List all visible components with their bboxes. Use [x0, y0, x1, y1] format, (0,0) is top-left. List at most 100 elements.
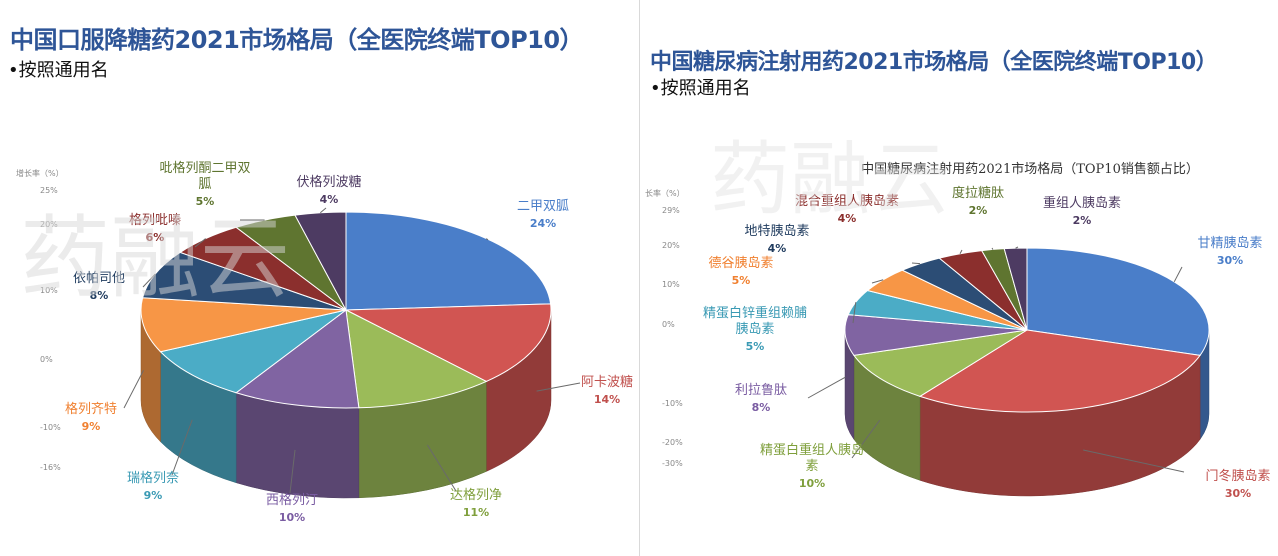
- slice-name-label: 德谷胰岛素: [708, 255, 773, 271]
- leader-line-1: [486, 238, 489, 241]
- ghost-axis-tick: 29%: [662, 206, 680, 215]
- slice-name-label: 门冬胰岛素: [1205, 468, 1270, 484]
- leader-line-7: [142, 273, 156, 288]
- pie-slice-5: [159, 309, 347, 394]
- leader-line-5: [171, 419, 193, 476]
- slice-percent-label: 4%: [768, 242, 787, 255]
- slice-name-label: 地特胰岛素: [744, 223, 809, 239]
- ghost-axis-tick: 0%: [40, 355, 53, 364]
- slice-percent-label: 30%: [1225, 487, 1251, 500]
- left-panel-title: 中国口服降糖药2021市场格局（全医院终端TOP10）: [10, 26, 584, 54]
- pie-slices: [140, 211, 552, 409]
- slice-name-label: 混合重组人胰岛素: [795, 193, 899, 209]
- slice-percent-label: 8%: [90, 289, 109, 302]
- leader-line-5: [852, 302, 857, 324]
- ghost-axis-tick: -30%: [662, 459, 683, 468]
- leader-line-3: [851, 419, 881, 459]
- slice-percent-label: 5%: [732, 274, 751, 287]
- slice-percent-label: 24%: [530, 217, 556, 230]
- pie-slice-10: [1003, 247, 1028, 331]
- slice-percent-label: 10%: [799, 477, 825, 490]
- ghost-axis-tick: 增长率（%）: [16, 168, 64, 178]
- ghost-axis-tick: 10%: [40, 286, 58, 295]
- ghost-axis-tick: 25%: [40, 186, 58, 195]
- slice-name-label: 格列齐特: [65, 401, 117, 417]
- slice-percent-label: 30%: [1217, 254, 1243, 267]
- right-panel-title: 中国糖尿病注射用药2021市场格局（全医院终端TOP10）: [650, 50, 1218, 75]
- pie-slice-1: [1026, 247, 1210, 356]
- leader-line-2: [536, 382, 581, 392]
- leader-line-6: [871, 279, 884, 284]
- slice-percent-label: 14%: [594, 393, 620, 406]
- ghost-axis-tick: 20%: [662, 241, 680, 250]
- pie-side-4: [235, 392, 360, 499]
- slice-name-label: 依帕司他: [73, 271, 125, 286]
- slice-name-label: 瑞格列奈: [127, 470, 179, 486]
- pie-slice-3: [345, 309, 488, 409]
- slice-name-label: 达格列净: [450, 487, 502, 503]
- leader-line-1: [1173, 266, 1183, 283]
- pie-labels: 二甲双胍 24% 阿卡波糖 14% 达格列净 11% 西格列汀 10% 瑞格列奈 9% 格列齐特 9%…: [65, 160, 633, 524]
- leader-line-6: [123, 370, 144, 409]
- slice-percent-label: 11%: [463, 506, 489, 519]
- pie-slice-3: [853, 329, 1028, 397]
- slice-name-label: 格列吡嗪: [129, 212, 181, 228]
- slice-percent-label: 5%: [196, 195, 215, 208]
- leader-line-4: [807, 376, 846, 399]
- slice-name-label: 西格列汀: [266, 492, 318, 508]
- pie-slice-4: [844, 314, 1028, 356]
- panel-divider: [639, 0, 640, 556]
- slice-name-label: 精蛋白重组人胰岛: [760, 442, 864, 458]
- pie-side-walls: [140, 309, 552, 499]
- ghost-axis-tick: 长率（%）: [645, 188, 685, 198]
- slice-name-label: 精蛋白锌重组赖脯: [703, 305, 807, 321]
- slice-name-label: 胰岛素: [735, 321, 774, 337]
- leader-line-9: [991, 247, 994, 250]
- pie-slice-4: [235, 309, 360, 409]
- pie-slice-6: [140, 297, 347, 353]
- slice-name-label: 二甲双胍: [517, 199, 569, 214]
- chart-inner-title: 中国糖尿病注射用药2021市场格局（TOP10销售额占比）: [861, 161, 1199, 177]
- slice-percent-label: 4%: [838, 212, 857, 225]
- ghost-axis-tick: -10%: [40, 423, 61, 432]
- left-panel: 中国口服降糖药2021市场格局（全医院终端TOP10） •按照通用名 增长率（%…: [8, 26, 633, 524]
- pie-slice-7: [141, 251, 347, 311]
- slice-percent-label: 5%: [746, 340, 765, 353]
- slice-percent-label: 8%: [752, 401, 771, 414]
- slice-name-label: 胍: [198, 177, 211, 192]
- slice-name-label: 伏格列波糖: [296, 174, 361, 190]
- pie-slice-1: [345, 211, 552, 311]
- leader-line-8: [194, 238, 206, 248]
- ghost-axis-tick: 10%: [662, 280, 680, 289]
- injection-drug-pie-chart: 长率（%） 29% 20% 10% 0% -10% -20% -30% 甘精胰岛素 30% 门冬胰岛…: [645, 161, 1271, 500]
- right-panel: 中国糖尿病注射用药2021市场格局（全医院终端TOP10） •按照通用名 长率（…: [640, 0, 1278, 556]
- leader-line-2: [1083, 449, 1185, 473]
- slice-name-label: 利拉鲁肽: [735, 383, 787, 398]
- pie-side-walls: [844, 329, 1210, 497]
- pie-slice-2: [345, 303, 552, 382]
- slice-percent-label: 10%: [279, 511, 305, 524]
- left-panel-subtitle: •按照通用名: [8, 60, 109, 81]
- leader-line-8: [959, 249, 963, 254]
- pie-slice-10: [294, 211, 347, 311]
- slice-name-label: 重组人胰岛素: [1043, 195, 1121, 211]
- slice-name-label: 素: [805, 459, 818, 474]
- leader-line-4: [289, 449, 296, 494]
- slice-percent-label: 9%: [82, 420, 101, 433]
- slice-percent-label: 2%: [1073, 214, 1092, 227]
- leader-line-10: [319, 207, 327, 214]
- slice-percent-label: 9%: [144, 489, 163, 502]
- slice-percent-label: 2%: [969, 204, 988, 217]
- ghost-axis-tick: 0%: [662, 320, 675, 329]
- slice-name-label: 吡格列酮二甲双: [159, 160, 250, 176]
- pie-slices: [844, 247, 1210, 413]
- leader-line-7: [911, 262, 921, 265]
- slice-name-label: 甘精胰岛素: [1197, 235, 1262, 251]
- ghost-axis-tick: 20%: [40, 220, 58, 229]
- oral-drug-pie-chart: 增长率（%） 25% 20% 10% 0% -10% -16% 二甲双胍 24% 阿卡波糖 14% 达…: [16, 160, 633, 524]
- leader-line-10: [1015, 246, 1019, 249]
- slice-percent-label: 4%: [320, 193, 339, 206]
- ghost-axis-tick: -16%: [40, 463, 61, 472]
- right-panel-subtitle: •按照通用名: [650, 78, 751, 99]
